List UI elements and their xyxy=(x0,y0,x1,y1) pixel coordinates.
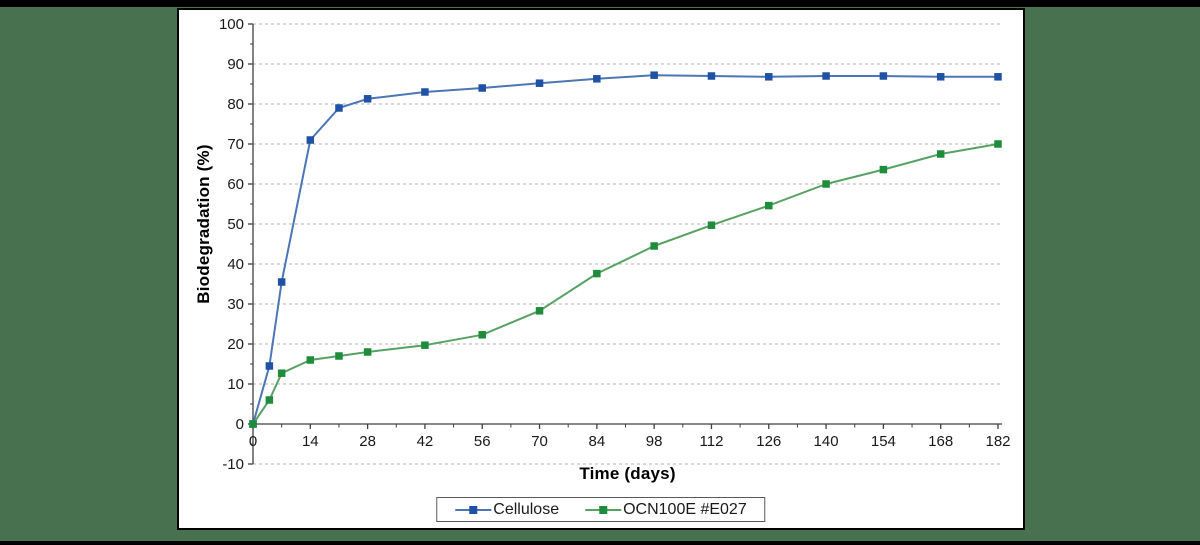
legend-marker-icon xyxy=(585,505,622,515)
data-point-ocn100e-e027 xyxy=(249,420,257,428)
x-tick-label: 0 xyxy=(249,433,257,450)
x-tick-label: 14 xyxy=(302,433,319,450)
data-point-ocn100e-e027 xyxy=(421,341,429,349)
y-tick-label: 60 xyxy=(227,176,244,193)
data-point-ocn100e-e027 xyxy=(535,307,544,315)
data-point-ocn100e-e027 xyxy=(277,369,286,377)
data-point-cellulose xyxy=(265,362,274,370)
data-point-ocn100e-e027 xyxy=(879,165,888,174)
x-tick-label: 112 xyxy=(700,433,724,450)
legend-label: Cellulose xyxy=(493,500,560,518)
bottom-black-bar xyxy=(0,541,1200,545)
data-point-ocn100e-e027 xyxy=(335,352,343,360)
legend-marker-sample xyxy=(469,505,478,514)
y-tick-label: 40 xyxy=(227,256,244,273)
x-tick-label: 28 xyxy=(359,433,376,450)
data-point-cellulose xyxy=(421,88,429,96)
series-line-ocn100e-e027 xyxy=(252,143,999,425)
x-tick-label: 154 xyxy=(871,433,896,450)
data-point-cellulose xyxy=(593,75,601,83)
x-axis-title: Time (days) xyxy=(579,464,676,483)
data-point-ocn100e-e027 xyxy=(593,269,601,278)
y-tick-label: 80 xyxy=(227,96,244,113)
data-point-cellulose xyxy=(994,73,1002,81)
legend-item-ocn100e-e027: OCN100E #E027 xyxy=(585,501,747,519)
data-point-cellulose xyxy=(650,71,658,79)
legend-marker-sample xyxy=(599,505,608,514)
chart-legend: Cellulose OCN100E #E027 xyxy=(436,497,766,522)
x-tick-label: 126 xyxy=(756,433,781,450)
x-tick-label: 98 xyxy=(646,433,663,450)
y-tick-label: 0 xyxy=(236,416,244,433)
y-axis-title: Biodegradation (%) xyxy=(194,144,213,304)
data-point-ocn100e-e027 xyxy=(306,356,315,364)
y-tick-label: 30 xyxy=(227,296,244,313)
x-tick-label: 140 xyxy=(814,433,839,450)
data-point-cellulose xyxy=(765,73,773,81)
x-tick-label: 42 xyxy=(417,433,434,450)
x-tick-label: 84 xyxy=(589,433,606,450)
x-tick-label: 168 xyxy=(928,433,953,450)
legend-item-cellulose: Cellulose xyxy=(455,501,559,519)
data-point-ocn100e-e027 xyxy=(265,396,274,404)
top-black-bar xyxy=(0,0,1200,7)
data-point-ocn100e-e027 xyxy=(650,242,658,250)
data-point-cellulose xyxy=(335,104,343,112)
y-tick-label: 10 xyxy=(227,376,244,393)
data-point-ocn100e-e027 xyxy=(363,348,372,356)
data-point-cellulose xyxy=(478,84,486,92)
x-tick-label: 70 xyxy=(531,433,548,450)
data-point-ocn100e-e027 xyxy=(936,150,945,158)
data-point-ocn100e-e027 xyxy=(707,221,716,229)
y-tick-label: -10 xyxy=(222,456,244,473)
data-point-cellulose xyxy=(707,72,716,80)
chart-card: -10 0 10 20 30 40 50 60 70 80 90 100 0 14 28 42 56 70 84 98… xyxy=(177,8,1025,530)
data-point-cellulose xyxy=(277,278,286,286)
x-tick-label: 182 xyxy=(985,433,1010,450)
data-point-ocn100e-e027 xyxy=(765,201,773,210)
data-point-cellulose xyxy=(535,79,544,87)
biodegradation-line-chart: -10 0 10 20 30 40 50 60 70 80 90 100 0 14 28 42 56 70 84 98… xyxy=(219,16,1011,473)
data-point-cellulose xyxy=(363,95,372,103)
legend-label: OCN100E #E027 xyxy=(623,500,747,518)
data-point-cellulose xyxy=(822,72,830,80)
y-tick-label: 90 xyxy=(227,56,244,73)
data-point-cellulose xyxy=(306,136,315,144)
data-point-ocn100e-e027 xyxy=(994,140,1002,148)
y-tick-label: 50 xyxy=(227,216,244,233)
y-tick-label: 20 xyxy=(227,336,244,353)
series-line-cellulose xyxy=(252,74,998,425)
data-point-ocn100e-e027 xyxy=(478,331,486,339)
data-point-ocn100e-e027 xyxy=(822,180,830,188)
data-point-cellulose xyxy=(936,73,945,81)
data-point-cellulose xyxy=(879,72,888,80)
x-tick-label: 56 xyxy=(474,433,491,450)
y-tick-label: 100 xyxy=(219,16,244,33)
legend-marker-icon xyxy=(455,505,492,515)
y-tick-label: 70 xyxy=(227,136,244,153)
